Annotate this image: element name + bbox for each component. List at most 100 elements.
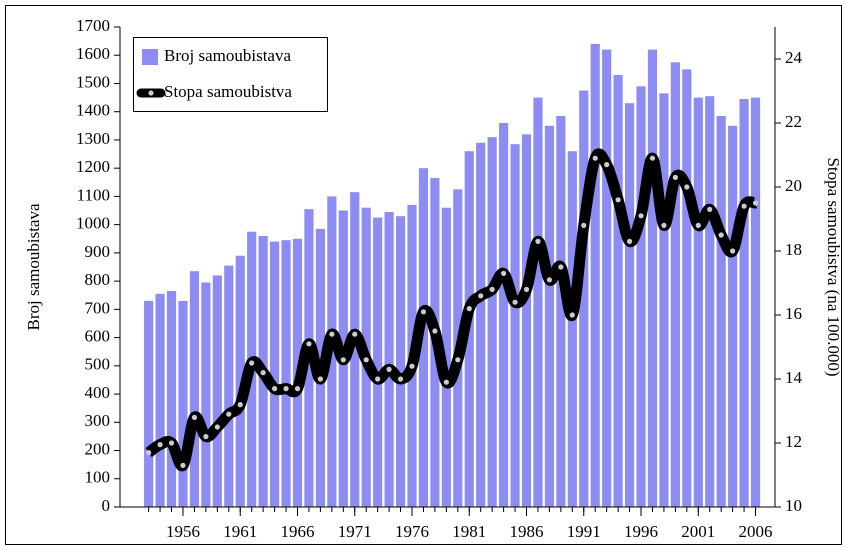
y2-tick-label: 20: [785, 176, 802, 195]
y-tick-label: 600: [85, 326, 111, 345]
x-tick-label: 2001: [681, 522, 715, 541]
bar: [521, 134, 532, 507]
bar: [705, 96, 715, 508]
point: [615, 197, 621, 203]
bar: [728, 125, 738, 507]
legend-box: [133, 37, 328, 112]
y2-tick-label: 16: [785, 304, 802, 323]
y2-tick-label: 24: [785, 48, 803, 67]
x-tick-label: 1976: [395, 522, 429, 541]
point: [649, 155, 656, 161]
point: [294, 386, 301, 392]
point: [397, 376, 404, 382]
y-tick-label: 900: [85, 242, 111, 261]
y2-tick-label: 18: [785, 240, 802, 259]
point: [638, 213, 644, 219]
point: [730, 248, 736, 254]
point: [546, 277, 553, 283]
y-tick-label: 700: [85, 298, 111, 317]
x-tick-label: 2006: [739, 522, 773, 541]
point: [443, 379, 449, 385]
point: [581, 222, 587, 228]
bar: [567, 151, 577, 507]
bar: [693, 97, 703, 508]
bar: [487, 137, 497, 507]
point: [661, 222, 667, 228]
bar: [189, 271, 200, 507]
y2-axis-label: Stopa samoubistva (na 100.000): [824, 157, 843, 376]
y-tick-label: 800: [85, 270, 111, 289]
x-tick-label: 1961: [223, 522, 257, 541]
point: [363, 357, 369, 363]
bar: [155, 293, 165, 507]
bar: [144, 300, 154, 507]
bar: [476, 142, 486, 507]
y-tick-label: 1200: [76, 157, 110, 176]
point: [592, 155, 598, 161]
x-tick-label: 1991: [567, 522, 601, 541]
point: [409, 363, 415, 369]
point: [271, 386, 278, 392]
legend-swatch-dot: [148, 90, 154, 96]
point: [260, 370, 266, 376]
y-tick-label: 1400: [76, 101, 110, 120]
y2-tick-label: 14: [785, 368, 803, 387]
bar: [418, 168, 429, 508]
bar: [613, 75, 623, 507]
point: [146, 450, 152, 456]
bar: [350, 192, 360, 508]
point: [386, 366, 392, 372]
point: [558, 264, 564, 270]
bar: [533, 97, 543, 508]
y-tick-label: 1100: [77, 185, 110, 204]
point: [672, 174, 678, 180]
bar: [716, 115, 726, 508]
point: [157, 442, 163, 448]
point: [420, 309, 427, 315]
bar: [624, 103, 635, 507]
point: [329, 331, 335, 337]
y-tick-label: 1600: [76, 44, 110, 63]
y-tick-label: 200: [85, 439, 111, 458]
point: [214, 424, 220, 430]
bar: [281, 240, 291, 508]
point: [501, 270, 507, 276]
point: [741, 203, 747, 209]
legend-label: Broj samoubistava: [164, 46, 291, 65]
legend-label: Stopa samoubistva: [164, 82, 292, 101]
bar: [166, 291, 177, 507]
point: [237, 402, 243, 408]
point: [752, 200, 759, 206]
point: [283, 386, 289, 392]
y2-tick-label: 12: [785, 432, 802, 451]
point: [306, 341, 312, 347]
bar: [602, 49, 612, 508]
point: [249, 360, 255, 366]
x-tick-label: 1986: [510, 522, 544, 541]
x-tick-label: 1996: [624, 522, 658, 541]
point: [478, 293, 484, 299]
point: [684, 184, 690, 190]
point: [466, 306, 472, 312]
bar: [579, 90, 589, 507]
legend-swatch: [142, 49, 158, 65]
point: [180, 462, 186, 468]
y-tick-label: 400: [85, 383, 111, 402]
point: [707, 206, 713, 212]
bar: [235, 255, 245, 507]
y2-tick-label: 22: [785, 112, 802, 131]
point: [455, 357, 461, 363]
point: [718, 232, 724, 238]
x-tick-label: 1971: [338, 522, 372, 541]
x-tick-label: 1956: [166, 522, 200, 541]
y-axis-label: Broj samoubistava: [24, 203, 43, 330]
point: [604, 162, 610, 168]
bar: [659, 93, 669, 508]
bar: [590, 43, 600, 508]
bar: [682, 69, 692, 508]
bar: [670, 62, 680, 507]
bar: [395, 216, 406, 508]
point: [375, 376, 381, 382]
point: [695, 222, 701, 228]
y-tick-label: 1500: [76, 72, 110, 91]
